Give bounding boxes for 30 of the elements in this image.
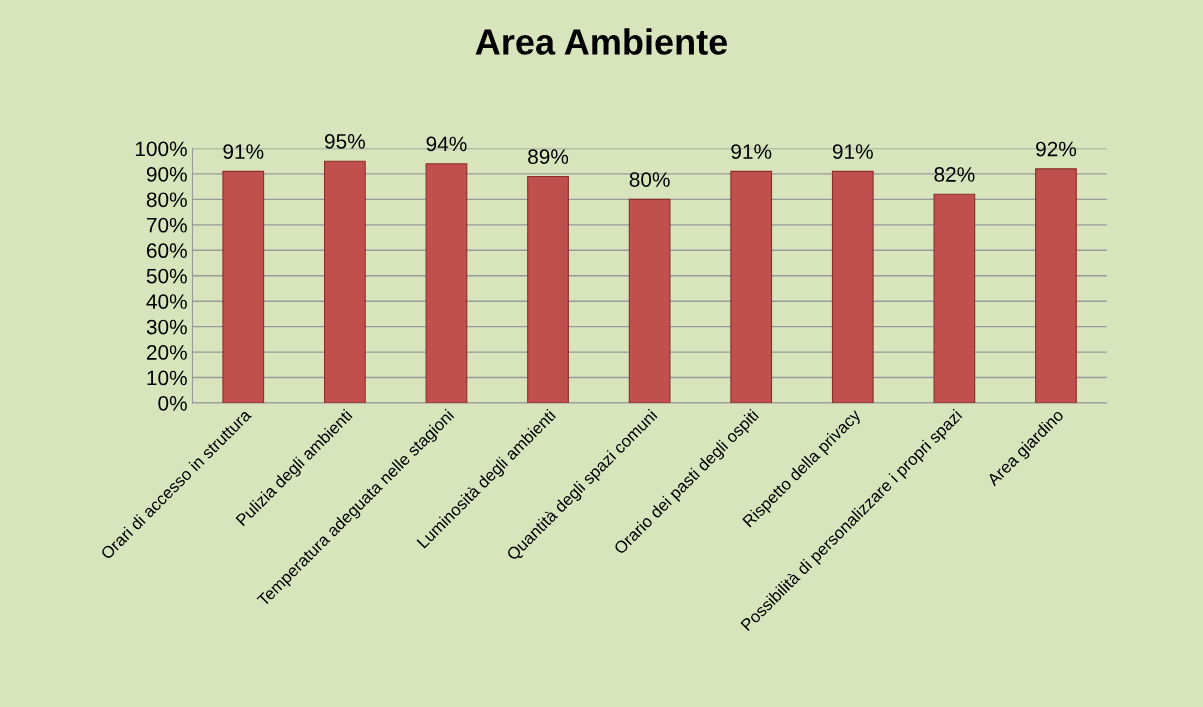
bar — [730, 170, 773, 403]
bar — [831, 170, 874, 403]
y-tick-label: 40% — [146, 294, 187, 309]
y-tick-label: 70% — [146, 217, 187, 233]
y-tick-label: 60% — [146, 243, 187, 259]
chart-title: Area Ambiente — [475, 28, 728, 55]
bar — [222, 170, 265, 403]
data-label: 91% — [731, 144, 772, 159]
bar — [425, 163, 468, 403]
data-label: 95% — [324, 133, 365, 149]
y-tick-label: 30% — [146, 319, 187, 335]
bar — [1035, 168, 1077, 403]
data-label: 91% — [832, 144, 873, 159]
data-label: 82% — [934, 167, 975, 182]
bar — [527, 175, 569, 403]
data-label: 94% — [426, 136, 467, 152]
y-tick-label: 50% — [146, 268, 187, 284]
bar — [628, 198, 671, 403]
y-tick-label: 10% — [147, 370, 187, 386]
data-label: 89% — [528, 149, 569, 165]
y-tick-label: 90% — [146, 166, 187, 182]
y-tick-label: 20% — [146, 345, 187, 360]
data-label: 80% — [629, 172, 670, 187]
y-tick-label: 0% — [158, 395, 187, 411]
y-tick-label: 80% — [146, 192, 187, 208]
bar — [933, 193, 976, 403]
bar — [323, 160, 366, 403]
data-label: 92% — [1036, 141, 1077, 157]
data-label: 91% — [223, 144, 264, 159]
y-tick-label: 100% — [135, 141, 187, 157]
